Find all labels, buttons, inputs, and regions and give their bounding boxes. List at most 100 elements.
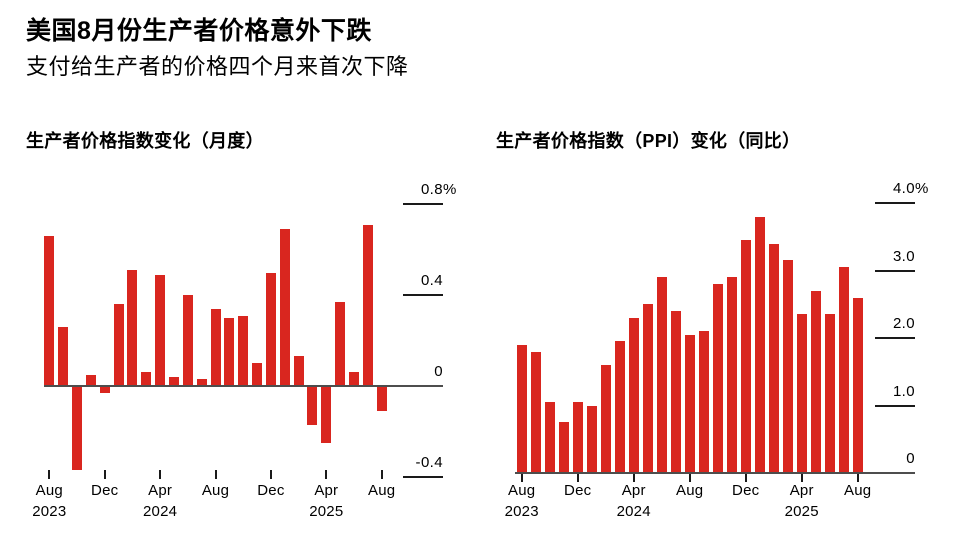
ytick-label-yoy-1: 3.0 bbox=[892, 247, 915, 265]
ytick-line-monthly-1 bbox=[403, 294, 443, 297]
xtick-mark-yoy-3 bbox=[688, 473, 691, 482]
bar-yoy-0 bbox=[516, 344, 527, 473]
axis-baseline-monthly bbox=[44, 385, 443, 387]
bar-yoy-5 bbox=[586, 405, 597, 473]
bar-yoy-8 bbox=[628, 317, 639, 473]
bar-yoy-21 bbox=[810, 290, 821, 473]
xtick-year-yoy-2: 2024 bbox=[616, 503, 651, 520]
ytick-number: 4.0 bbox=[892, 180, 915, 197]
chart-monthly-title: 生产者价格指数变化（月度） bbox=[26, 131, 264, 151]
xtick-year-yoy-0: 2023 bbox=[504, 503, 539, 520]
bar-yoy-19 bbox=[782, 260, 793, 473]
bar-monthly-11 bbox=[196, 379, 207, 386]
bar-yoy-24 bbox=[852, 297, 863, 473]
bar-monthly-18 bbox=[293, 356, 304, 386]
bar-yoy-22 bbox=[824, 314, 835, 473]
xtick-mark-monthly-6 bbox=[380, 470, 383, 479]
xtick-month-monthly-1: Dec bbox=[91, 482, 119, 499]
xtick-year-monthly-5: 2025 bbox=[309, 503, 344, 520]
bar-yoy-23 bbox=[838, 267, 849, 473]
bar-monthly-12 bbox=[210, 308, 221, 386]
xtick-mark-yoy-0 bbox=[520, 473, 523, 482]
xtick-month-yoy-3: Aug bbox=[676, 482, 704, 499]
xtick-year-monthly-0: 2023 bbox=[32, 503, 67, 520]
xtick-month-monthly-3: Aug bbox=[201, 482, 230, 499]
bar-monthly-6 bbox=[127, 270, 138, 386]
bar-yoy-10 bbox=[656, 277, 667, 473]
bar-monthly-7 bbox=[141, 372, 152, 386]
bar-yoy-7 bbox=[614, 341, 625, 473]
ytick-line-yoy-1 bbox=[875, 269, 915, 272]
bar-yoy-12 bbox=[684, 334, 695, 473]
xtick-month-monthly-0: Aug bbox=[35, 482, 63, 499]
bar-monthly-14 bbox=[238, 315, 249, 386]
bar-monthly-23 bbox=[362, 224, 373, 386]
xtick-mark-yoy-1 bbox=[576, 473, 579, 482]
xtick-year-monthly-2: 2024 bbox=[143, 503, 178, 520]
bar-monthly-8 bbox=[155, 274, 166, 386]
bar-yoy-2 bbox=[544, 402, 555, 473]
bar-monthly-21 bbox=[335, 302, 346, 386]
bar-monthly-3 bbox=[85, 374, 96, 386]
bar-monthly-20 bbox=[321, 386, 332, 443]
xtick-mark-monthly-0 bbox=[48, 470, 51, 479]
bar-yoy-4 bbox=[572, 402, 583, 473]
bar-monthly-24 bbox=[376, 386, 387, 411]
ytick-label-monthly-1: 0.4 bbox=[420, 272, 443, 290]
ytick-label-monthly-3: -0.4 bbox=[415, 453, 443, 471]
bar-monthly-2 bbox=[72, 386, 82, 470]
percent-sign: % bbox=[443, 181, 457, 199]
xtick-mark-monthly-1 bbox=[103, 470, 106, 479]
bar-monthly-9 bbox=[168, 376, 179, 386]
bar-monthly-17 bbox=[279, 229, 290, 386]
xtick-month-monthly-4: Dec bbox=[257, 482, 285, 499]
ytick-line-yoy-3 bbox=[875, 404, 915, 407]
bar-yoy-14 bbox=[712, 284, 723, 473]
bar-monthly-19 bbox=[307, 386, 318, 425]
bar-monthly-22 bbox=[349, 372, 359, 386]
bar-yoy-9 bbox=[642, 304, 653, 473]
xtick-month-yoy-2: Apr bbox=[621, 482, 646, 499]
ytick-label-yoy-0: 4.0% bbox=[892, 180, 928, 198]
ytick-line-monthly-0 bbox=[403, 203, 443, 206]
bar-yoy-17 bbox=[754, 216, 765, 473]
xtick-mark-yoy-2 bbox=[632, 473, 635, 482]
bar-monthly-13 bbox=[224, 317, 235, 386]
xtick-mark-yoy-4 bbox=[744, 473, 747, 482]
xtick-mark-yoy-6 bbox=[856, 473, 859, 482]
bar-monthly-4 bbox=[99, 386, 110, 393]
xtick-month-yoy-1: Dec bbox=[564, 482, 592, 499]
page-subtitle: 支付给生产者的价格四个月来首次下降 bbox=[26, 54, 409, 79]
ytick-label-yoy-2: 2.0 bbox=[892, 315, 915, 332]
bar-yoy-3 bbox=[558, 422, 569, 473]
xtick-mark-yoy-5 bbox=[800, 473, 803, 482]
ytick-line-yoy-0 bbox=[875, 202, 915, 204]
percent-sign: % bbox=[915, 180, 929, 197]
bar-monthly-16 bbox=[265, 272, 276, 386]
xtick-month-monthly-6: Aug bbox=[368, 482, 396, 499]
bar-yoy-13 bbox=[698, 331, 709, 473]
ytick-label-yoy-4: 0 bbox=[906, 450, 915, 467]
bar-monthly-5 bbox=[113, 304, 124, 386]
xtick-month-yoy-0: Aug bbox=[508, 482, 536, 499]
ytick-label-monthly-2: 0 bbox=[434, 363, 443, 380]
ytick-line-yoy-2 bbox=[875, 337, 915, 339]
xtick-mark-monthly-2 bbox=[159, 470, 162, 479]
page-title: 美国8月份生产者价格意外下跌 bbox=[26, 17, 372, 45]
xtick-mark-monthly-5 bbox=[325, 470, 328, 479]
bar-yoy-20 bbox=[796, 314, 807, 473]
bar-yoy-15 bbox=[726, 277, 737, 473]
ytick-label-yoy-3: 1.0 bbox=[892, 382, 915, 400]
xtick-mark-monthly-4 bbox=[269, 470, 272, 479]
axis-baseline-yoy bbox=[515, 472, 915, 474]
xtick-mark-monthly-3 bbox=[214, 470, 217, 479]
bar-yoy-6 bbox=[600, 365, 611, 473]
xtick-month-monthly-2: Apr bbox=[148, 482, 173, 499]
bar-monthly-10 bbox=[182, 295, 193, 386]
xtick-month-yoy-6: Aug bbox=[844, 482, 872, 499]
xtick-month-yoy-4: Dec bbox=[732, 482, 760, 499]
bar-yoy-16 bbox=[740, 240, 751, 473]
